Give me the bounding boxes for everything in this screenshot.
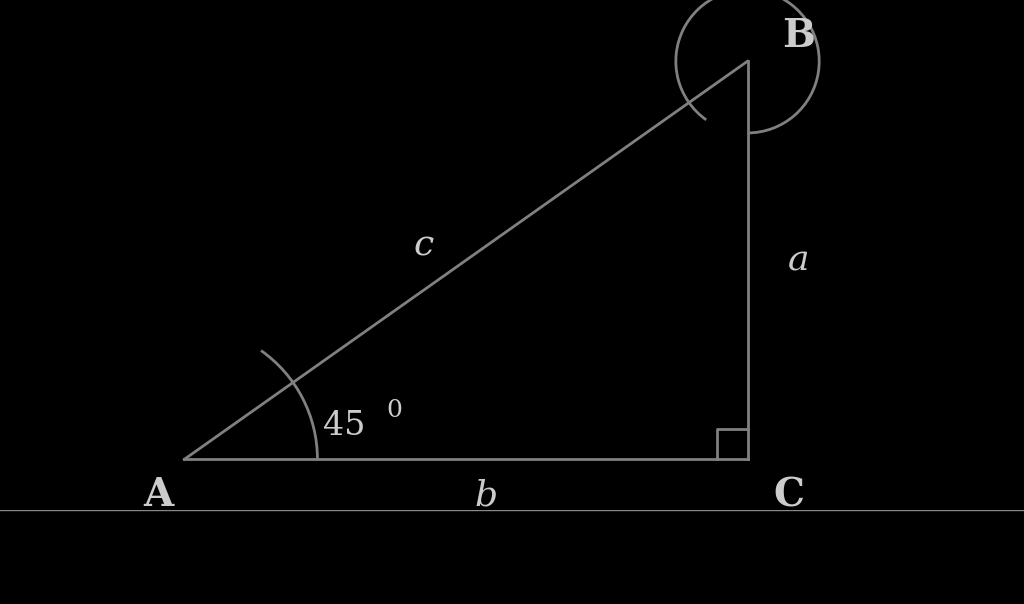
Text: Figure 7-1:: Figure 7-1: <box>36 545 182 569</box>
Text: 0: 0 <box>386 399 402 422</box>
Text: B: B <box>782 17 815 55</box>
Text: An isosceles right triangle ABC with the sides a, b, and c: An isosceles right triangle ABC with the… <box>185 545 874 569</box>
Text: 45: 45 <box>323 410 366 442</box>
Text: b: b <box>475 478 498 512</box>
Text: C: C <box>773 476 804 514</box>
Text: a: a <box>788 243 809 277</box>
Text: A: A <box>143 476 174 514</box>
Text: c: c <box>414 228 434 263</box>
